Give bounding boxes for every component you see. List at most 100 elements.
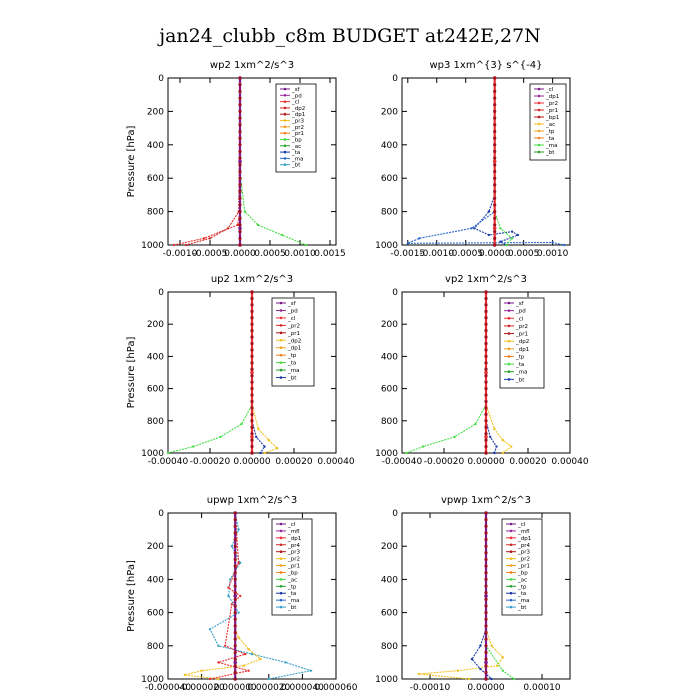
zero-profile-point bbox=[493, 196, 497, 200]
y-tick-label: 1000 bbox=[141, 675, 164, 685]
legend-marker bbox=[279, 368, 283, 372]
panel-title: wp3 1xm^{3} s^{-4} bbox=[429, 60, 542, 71]
zero-profile-point bbox=[250, 316, 254, 320]
legend-label: _ma bbox=[545, 143, 557, 149]
legend-label: _bt bbox=[291, 163, 301, 169]
zero-profile-point bbox=[250, 354, 254, 358]
zero-profile-point bbox=[233, 524, 237, 528]
legend-label: _pr2 bbox=[515, 324, 528, 330]
series-point bbox=[304, 243, 308, 247]
legend-label: _pr3 bbox=[291, 119, 305, 125]
legend-label: _dp2 bbox=[515, 339, 529, 345]
legend-marker bbox=[509, 571, 513, 574]
x-tick-label: 0.00010 bbox=[523, 683, 560, 693]
legend-label: _bt bbox=[287, 376, 297, 382]
legend-marker bbox=[537, 129, 541, 133]
zero-profile-point bbox=[233, 617, 237, 621]
legend-marker bbox=[507, 355, 511, 358]
legend-marker bbox=[283, 125, 287, 129]
x-tick-label: -0.00020 bbox=[424, 457, 465, 467]
panel-4: vp2 1xm^2/s^3 0 200 400 600 800 1000-0.00040 -0… bbox=[375, 274, 589, 467]
legend-marker bbox=[509, 585, 513, 588]
zero-profile-point bbox=[493, 243, 497, 247]
series-point bbox=[496, 664, 499, 667]
series-point bbox=[257, 427, 260, 431]
y-tick-label: 800 bbox=[381, 642, 398, 652]
legend-label: _cl bbox=[545, 87, 554, 93]
zero-profile-point bbox=[238, 216, 242, 220]
legend-label: _bt bbox=[515, 377, 525, 383]
legend-label: _mfl bbox=[517, 529, 530, 535]
legend-marker bbox=[509, 550, 513, 553]
zero-profile-point bbox=[250, 367, 254, 371]
zero-profile-point bbox=[484, 303, 488, 307]
legend-label: _pr1 bbox=[287, 331, 300, 337]
legend-label: _ac bbox=[517, 577, 527, 583]
zero-profile-point bbox=[238, 163, 242, 167]
legend-marker bbox=[279, 529, 283, 533]
legend-box bbox=[499, 297, 545, 389]
legend-marker bbox=[507, 324, 511, 328]
zero-profile-point bbox=[484, 670, 488, 674]
x-tick-label: -0.00020 bbox=[190, 457, 231, 467]
series-point bbox=[510, 445, 513, 448]
legend-marker bbox=[283, 119, 287, 122]
zero-profile-point bbox=[484, 597, 488, 601]
series-point bbox=[512, 677, 516, 681]
y-tick-label: 600 bbox=[147, 385, 164, 395]
series-point bbox=[474, 422, 477, 426]
legend-marker bbox=[537, 108, 541, 112]
zero-profile-point bbox=[493, 76, 497, 80]
series-point bbox=[230, 545, 234, 548]
zero-profile-point bbox=[238, 169, 242, 174]
legend-label: _ta bbox=[517, 591, 526, 597]
series-point bbox=[495, 445, 498, 448]
zero-profile-point bbox=[250, 393, 254, 397]
zero-profile-point bbox=[250, 387, 254, 391]
zero-profile-point bbox=[484, 577, 488, 582]
zero-profile-point bbox=[484, 399, 488, 404]
y-tick-label: 200 bbox=[381, 542, 398, 552]
legend-label: _mfl bbox=[287, 529, 300, 535]
y-tick-label: 600 bbox=[381, 609, 398, 619]
y-axis-label: Pressure [hPa] bbox=[126, 560, 137, 632]
zero-profile-point bbox=[233, 637, 237, 641]
series-point bbox=[242, 664, 245, 667]
legend-label: _cl bbox=[517, 522, 526, 528]
series-point bbox=[501, 438, 504, 442]
zero-profile-point bbox=[233, 537, 237, 542]
series-point bbox=[238, 159, 242, 164]
legend-marker bbox=[279, 585, 283, 588]
zero-profile-point bbox=[238, 223, 242, 227]
zero-profile-point bbox=[233, 518, 237, 522]
panel-title: up2 1xm^2/s^3 bbox=[211, 274, 293, 285]
zero-profile-point bbox=[484, 412, 488, 416]
zero-profile-point bbox=[238, 143, 242, 147]
series-point bbox=[233, 594, 237, 598]
legend-marker bbox=[507, 362, 511, 366]
zero-profile-point bbox=[238, 203, 242, 207]
panel-title: upwp 1xm^2/s^3 bbox=[207, 495, 297, 506]
panel-2: wp3 1xm^{3} s^{-4}02004006008001000-0.00… bbox=[375, 60, 571, 259]
y-tick-label: 200 bbox=[147, 320, 164, 330]
zero-profile-point bbox=[238, 176, 242, 180]
series-point bbox=[484, 660, 488, 665]
legend-label: _tp bbox=[515, 354, 525, 360]
zero-profile-point bbox=[250, 303, 254, 307]
y-tick-label: 0 bbox=[392, 288, 398, 298]
zero-profile-point bbox=[250, 329, 254, 333]
legend-label: _ma bbox=[291, 156, 303, 162]
x-tick-label: 0.000060 bbox=[315, 683, 358, 693]
series-point bbox=[219, 435, 222, 439]
series-point bbox=[228, 578, 232, 581]
zero-profile-point bbox=[493, 89, 497, 93]
legend-label: _dp1 bbox=[545, 94, 559, 100]
legend-marker bbox=[279, 376, 283, 379]
zero-profile-point bbox=[233, 677, 237, 681]
legend-label: _bp bbox=[517, 570, 528, 576]
series-point bbox=[473, 227, 476, 230]
legend-marker bbox=[509, 605, 513, 609]
series-point bbox=[208, 237, 212, 240]
legend-marker bbox=[509, 591, 513, 595]
legend-label: _dp2 bbox=[287, 338, 301, 344]
